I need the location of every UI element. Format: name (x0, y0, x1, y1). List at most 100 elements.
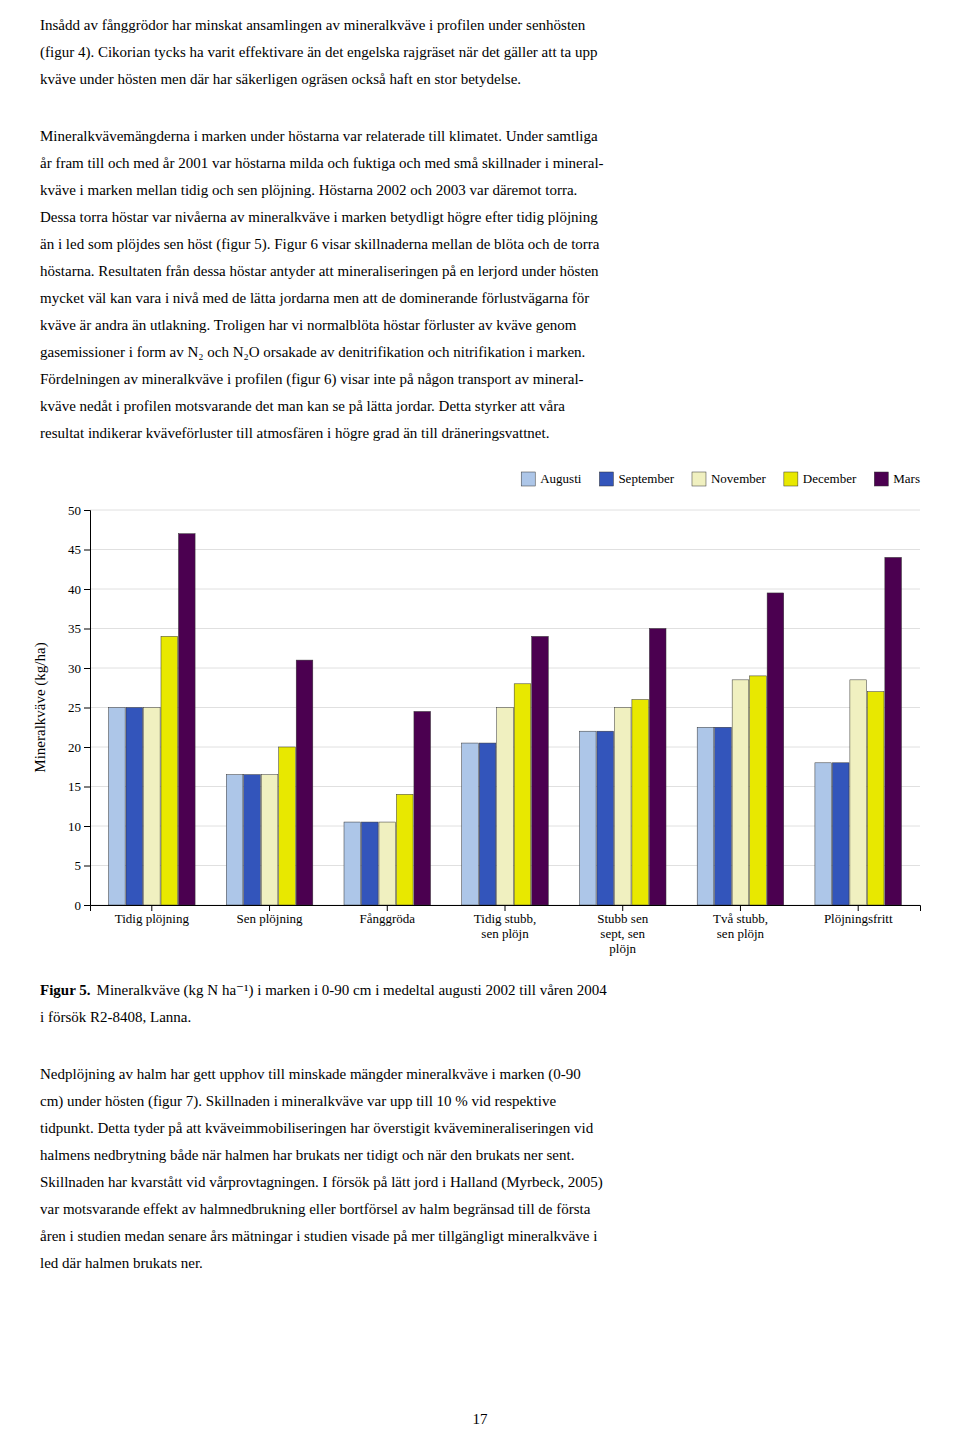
y-tick-mark (84, 550, 90, 551)
y-axis: 05101520253035404550 (68, 503, 91, 913)
legend-label: Augusti (540, 471, 582, 486)
grid (90, 510, 920, 905)
y-tick-label: 20 (68, 740, 81, 755)
grid-line (90, 510, 920, 511)
body-text-line: kväve nedåt i profilen motsvarande det m… (40, 398, 565, 414)
y-tick: 10 (68, 819, 90, 834)
grid-line (90, 628, 920, 629)
bar-series (109, 708, 832, 906)
y-tick-mark (84, 629, 90, 630)
y-tick: 30 (68, 661, 90, 676)
x-tick-label-line: Plöjningsfritt (824, 911, 893, 926)
chart: 05101520253035404550Tidig plöjningSen pl… (68, 503, 921, 956)
x-tick-label-line: plöjn (609, 941, 636, 956)
bar (885, 557, 902, 905)
bar (697, 727, 714, 905)
x-tick: Stubb sensept, senplöjn (597, 905, 648, 956)
body-text-line: Nedplöjning av halm har gett upphov till… (40, 1066, 581, 1083)
x-tick-label: Tidig plöjning (115, 911, 190, 926)
legend-swatch (874, 472, 888, 486)
x-tick-label-line: Sen plöjning (236, 911, 303, 926)
legend: Augusti September November December Mars (521, 471, 920, 486)
x-tick-mark (740, 905, 741, 911)
x-tick-label-line: sen plöjn (481, 926, 529, 941)
y-tick-mark (84, 708, 90, 709)
x-tick-mark (387, 905, 388, 911)
legend-label: November (711, 471, 767, 486)
legend-swatch (692, 472, 706, 486)
body-text-line: led där halmen brukats ner. (40, 1255, 203, 1271)
x-tick-label: Plöjningsfritt (824, 911, 893, 926)
body-text-line: gasemissioner i form av N₂ och N₂O orsak… (40, 344, 585, 360)
legend-item: December (784, 471, 857, 486)
bar (867, 692, 884, 905)
x-tick-label-line: Två stubb, (713, 911, 768, 926)
x-tick-label: Stubb sensept, senplöjn (597, 911, 648, 956)
y-tick: 0 (75, 898, 91, 913)
legend-item: Augusti (521, 471, 582, 486)
bar (497, 708, 514, 906)
page-number: 17 (473, 1411, 489, 1427)
y-tick-mark (84, 826, 90, 827)
x-tick-label: Två stubb,sen plöjn (713, 911, 768, 941)
grid-line (90, 668, 920, 669)
x-tick: Två stubb,sen plöjn (713, 905, 768, 941)
bar (244, 775, 261, 905)
bar (850, 680, 867, 905)
body-text-line: än i led som plöjdes sen höst (figur 5).… (40, 236, 600, 253)
y-tick-mark (84, 668, 90, 669)
body-text-line: kväve i marken mellan tidig och sen plöj… (40, 182, 577, 198)
bar-series (178, 534, 901, 905)
x-tick-label-line: Stubb sen (597, 911, 648, 926)
legend-item: Mars (874, 471, 920, 486)
bar (109, 708, 126, 906)
legend-swatch (599, 472, 613, 486)
bar (614, 708, 631, 906)
x-tick-label-line: Fånggröda (359, 911, 415, 926)
body-text-line: kväve är andra än utlakning. Troligen ha… (40, 317, 577, 333)
y-tick-mark (84, 589, 90, 590)
bar (414, 711, 431, 905)
x-tick-mark (269, 905, 270, 911)
y-axis-title: Mineralkväve (kg/ha) (32, 642, 49, 772)
y-tick-label: 45 (68, 542, 81, 557)
x-tick-mark (151, 905, 152, 911)
bar (261, 775, 278, 905)
body-text-line: mycket väl kan vara i nivå med de lätta … (40, 290, 589, 306)
body-text-line: Fördelningen av mineralkväve i profilen … (40, 371, 584, 388)
y-tick-label: 0 (75, 898, 82, 913)
body-text-line: Dessa torra höstar var nivåerna av miner… (40, 209, 598, 225)
y-tick: 25 (68, 700, 90, 715)
legend-item: September (599, 471, 674, 486)
body-text-line: cm) under hösten (figur 7). Skillnaden i… (40, 1093, 556, 1110)
y-tick-mark (84, 787, 90, 788)
body-text-line: Mineralkvävemängderna i marken under hös… (40, 128, 598, 144)
page: Insådd av fånggrödor har minskat ansamli… (0, 0, 960, 1442)
x-tick: Tidig plöjning (115, 905, 190, 926)
body-text-line: var motsvarande effekt av halmnedbruknin… (40, 1201, 591, 1217)
body-text-line: Insådd av fånggrödor har minskat ansamli… (40, 17, 586, 33)
bar (514, 684, 531, 905)
body-text-line: åren i studien medan senare års mätninga… (40, 1228, 597, 1244)
x-axis: Tidig plöjningSen plöjningFånggrödaTidig… (91, 905, 921, 956)
body-text-line: år fram till och med år 2001 var höstarn… (40, 155, 604, 171)
bar (279, 747, 296, 905)
x-tick-label: Fånggröda (359, 911, 415, 926)
y-tick: 35 (68, 621, 90, 636)
grid-line (90, 549, 920, 550)
x-tick-mark (622, 905, 623, 911)
y-tick: 15 (68, 779, 90, 794)
x-tick-label-line: Tidig plöjning (115, 911, 190, 926)
legend-swatch (521, 472, 535, 486)
bar (715, 727, 732, 905)
bar (462, 743, 479, 905)
bar (632, 700, 649, 905)
bar (178, 534, 195, 905)
axis-line (84, 511, 91, 906)
y-tick: 20 (68, 740, 90, 755)
x-tick-label-line: sept, sen (600, 926, 645, 941)
bar (161, 636, 178, 905)
bar (815, 763, 832, 905)
legend-item: November (692, 471, 767, 486)
y-tick-label: 40 (68, 582, 81, 597)
